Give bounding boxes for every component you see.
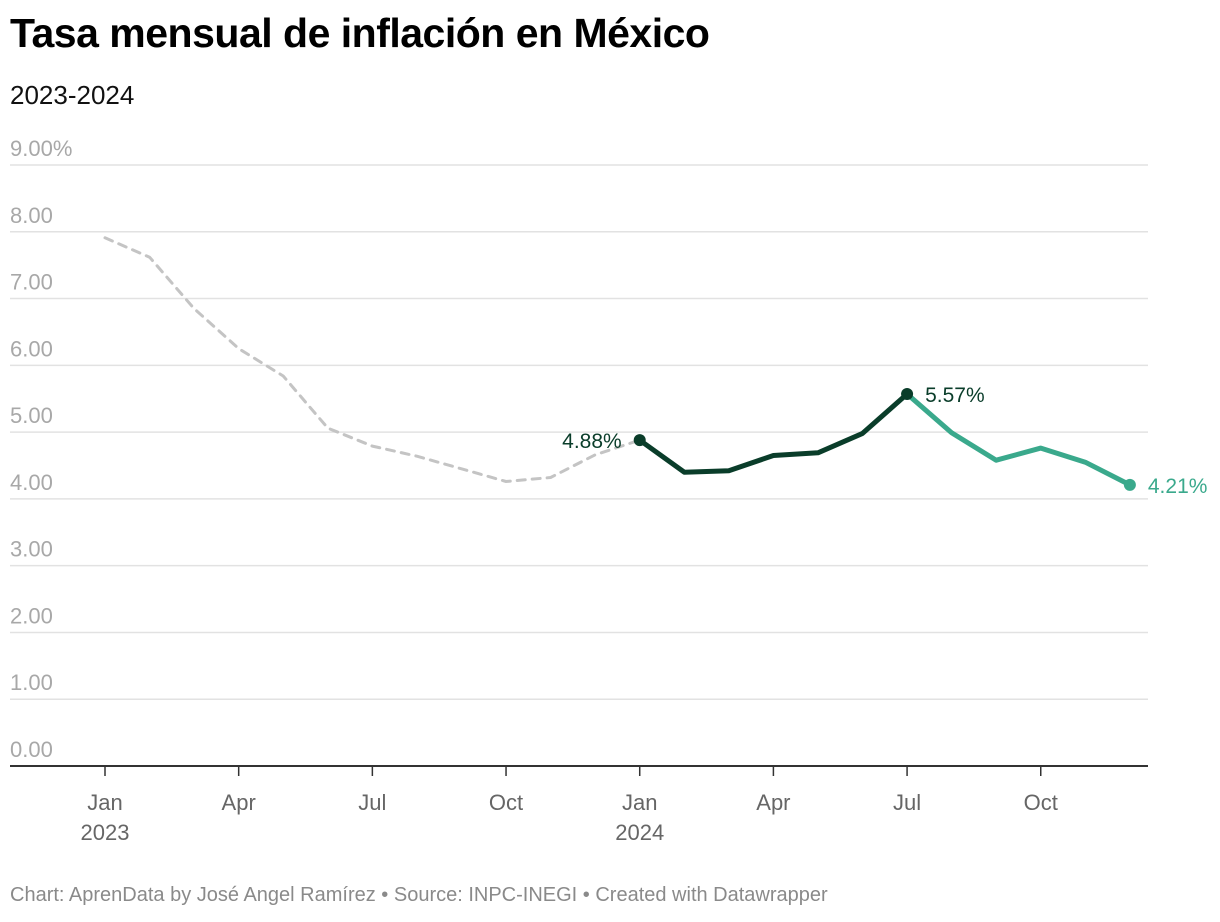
x-tick-label: Oct: [1024, 790, 1058, 815]
series-line-2023-dashed: [103, 236, 642, 483]
x-tick-label: Jul: [893, 790, 921, 815]
y-tick-label: 7.00: [10, 270, 53, 295]
series-line-2024-h1: [637, 391, 910, 475]
y-tick-label: 8.00: [10, 203, 53, 228]
data-point-marker: [901, 388, 914, 401]
y-tick-label: 4.00: [10, 470, 53, 495]
x-tick-label: Oct: [489, 790, 523, 815]
y-tick-label: 6.00: [10, 336, 53, 361]
data-point-marker: [633, 434, 646, 447]
chart-subtitle: 2023-2024: [10, 80, 135, 110]
x-tick-label: Apr: [756, 790, 790, 815]
y-tick-label: 1.00: [10, 670, 53, 695]
y-tick-label: 3.00: [10, 537, 53, 562]
line-chart: 9.00% 8.00 7.00 6.00 5.00 4.00 3.00 2.00 1.00 0.0…: [10, 136, 1207, 845]
x-tick-year: 2024: [615, 820, 664, 845]
x-axis: Jan 2023 Apr Jul Oct Jan 2024 Apr Jul Oct: [10, 765, 1148, 845]
x-tick-year: 2023: [81, 820, 130, 845]
y-tick-label: 2.00: [10, 603, 53, 628]
chart-footer-credits: Chart: AprenData by José Angel Ramírez •…: [10, 884, 828, 906]
series-lines: [103, 236, 1133, 488]
x-tick-label: Jan: [87, 790, 122, 815]
y-tick-label: 9.00%: [10, 136, 72, 161]
x-tick-label: Jul: [358, 790, 386, 815]
data-point-label: 5.57%: [925, 384, 985, 407]
y-tick-label: 5.00: [10, 403, 53, 428]
data-point-label: 4.21%: [1148, 475, 1208, 498]
gridlines: [10, 164, 1148, 700]
x-tick-label: Apr: [222, 790, 256, 815]
y-axis-labels: 9.00% 8.00 7.00 6.00 5.00 4.00 3.00 2.00 1.00 0.0…: [10, 136, 72, 762]
chart-title: Tasa mensual de inflación en México: [10, 10, 710, 56]
data-point-marker: [1123, 478, 1136, 491]
data-labels: 4.88% 5.57% 4.21%: [562, 384, 1207, 498]
series-line-2024-h2: [904, 391, 1133, 488]
data-point-label: 4.88%: [562, 430, 622, 453]
x-tick-label: Jan: [622, 790, 657, 815]
y-tick-label: 0.00: [10, 737, 53, 762]
